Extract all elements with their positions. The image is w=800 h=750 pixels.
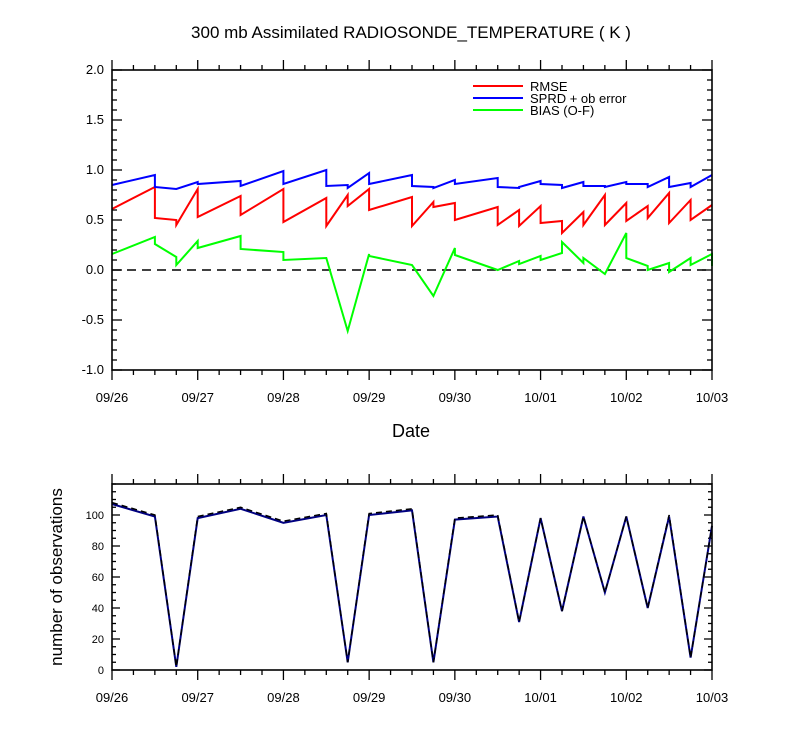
x-tick-label: 10/03: [696, 390, 729, 405]
chart-title: 300 mb Assimilated RADIOSONDE_TEMPERATUR…: [191, 23, 631, 42]
y-tick-label: 60: [92, 572, 104, 584]
x-tick-label: 10/01: [524, 390, 557, 405]
y-tick-label: -0.5: [82, 312, 104, 327]
x-tick-label: 09/28: [267, 390, 300, 405]
y-tick-label: 0: [98, 665, 104, 677]
x-tick-label: 09/28: [267, 690, 300, 705]
y-tick-label: 20: [92, 634, 104, 646]
obs-count-dashed-line: [111, 501, 713, 668]
bottom-panel: 0 20 40 60 80 100 09/26 09/27 09/28 09/29 09/30 10/…: [86, 474, 729, 705]
y-tick-label: -1.0: [82, 362, 104, 377]
x-tick-label: 09/26: [96, 390, 129, 405]
y-axis-label-observations: number of observations: [47, 488, 66, 666]
top-panel-series: [111, 168, 713, 335]
x-tick-label: 10/02: [610, 390, 643, 405]
x-tick-label: 09/29: [353, 690, 386, 705]
x-tick-label: 10/03: [696, 690, 729, 705]
legend-label: BIAS (O-F): [530, 103, 594, 118]
y-tick-label: 100: [86, 510, 104, 522]
x-tick-label: 09/29: [353, 390, 386, 405]
x-tick-label: 09/26: [96, 690, 129, 705]
series-line-rmse: [111, 185, 713, 236]
legend-label: RMSE: [530, 79, 568, 94]
y-tick-label: 0.5: [86, 212, 104, 227]
y-tick-label: 1.5: [86, 112, 104, 127]
y-tick-label: 1.0: [86, 162, 104, 177]
bottom-panel-series: [111, 501, 713, 668]
y-tick-label: 2.0: [86, 62, 104, 77]
legend-label: SPRD + ob error: [530, 91, 627, 106]
x-tick-label: 09/30: [439, 390, 472, 405]
top-panel: -1.0 -0.5 0.0 0.5 1.0 1.5 2.0 09/26 09/27 09/28 09…: [82, 60, 729, 405]
x-tick-label: 09/27: [181, 390, 214, 405]
y-tick-label: 0.0: [86, 262, 104, 277]
x-tick-label: 09/27: [181, 690, 214, 705]
bottom-panel-frame: [111, 483, 713, 671]
x-tick-label: 10/02: [610, 690, 643, 705]
y-tick-label: 40: [92, 603, 104, 615]
series-line-bias-o-f: [111, 232, 713, 335]
x-axis-label: Date: [392, 421, 430, 441]
x-tick-label: 10/01: [524, 690, 557, 705]
x-tick-label: 09/30: [439, 690, 472, 705]
top-panel-tick-labels: -1.0 -0.5 0.0 0.5 1.0 1.5 2.0 09/26 09/27 09/28 09…: [82, 62, 729, 405]
series-line-sprd-ob-error: [111, 168, 713, 191]
y-tick-label: 80: [92, 541, 104, 553]
top-panel-frame: [111, 69, 713, 371]
obs-count-line: [111, 503, 713, 668]
bottom-panel-ticks: [111, 474, 713, 680]
bottom-panel-tick-labels: 0 20 40 60 80 100 09/26 09/27 09/28 09/29 09/30 10/…: [86, 510, 729, 705]
